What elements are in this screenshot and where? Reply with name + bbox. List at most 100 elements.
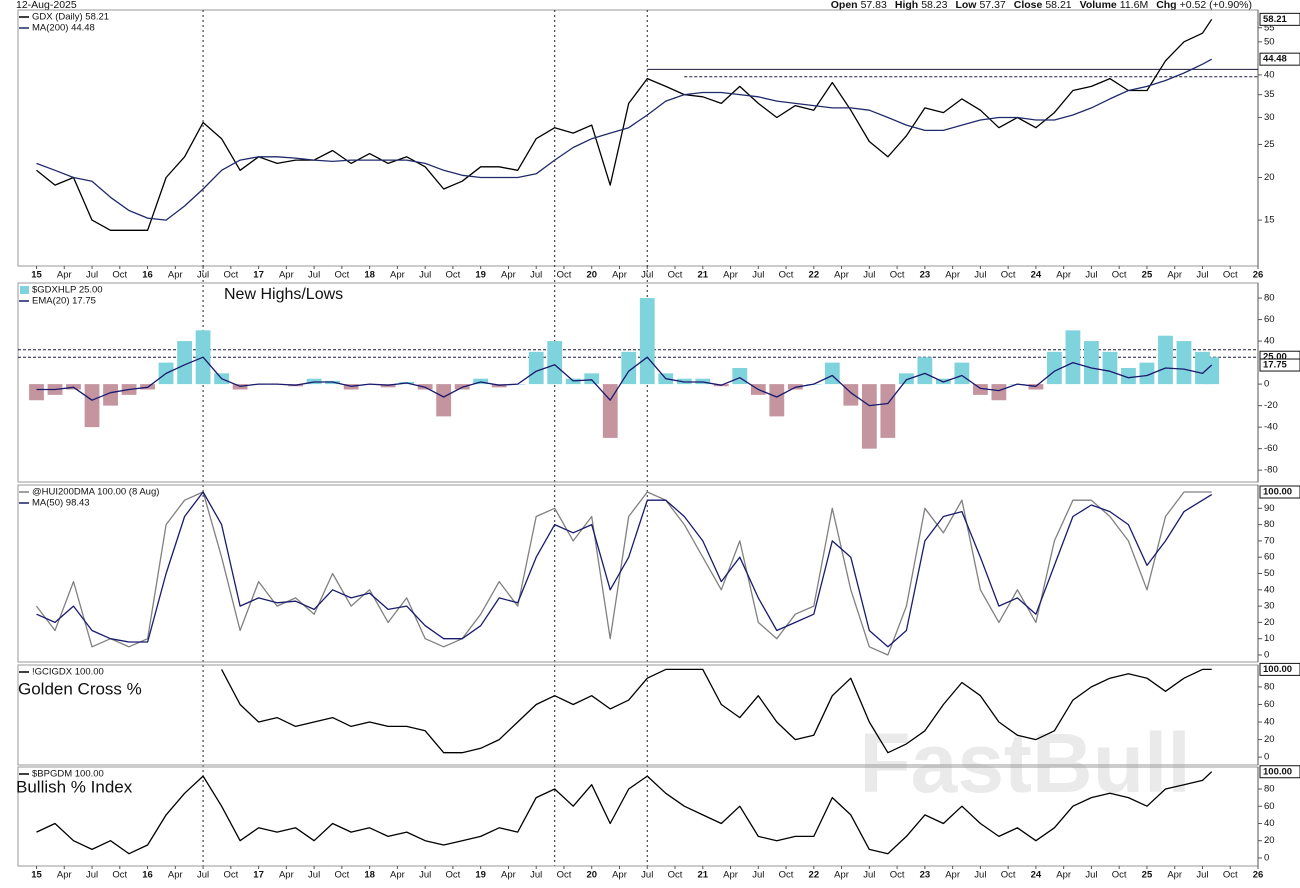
x-tick-label: Jul <box>419 270 431 281</box>
x-tick-label: Apr <box>57 270 72 281</box>
y-tick-label: 15 <box>1264 215 1275 226</box>
x-tick-label: Oct <box>557 870 572 881</box>
x-tick-label: 19 <box>475 270 486 281</box>
x-tick-label: 16 <box>142 270 153 281</box>
legend-label: $BPGDM 100.00 <box>32 769 104 780</box>
bar <box>1102 351 1118 385</box>
x-tick-label: Oct <box>446 270 461 281</box>
end-label-box <box>1259 358 1300 372</box>
x-tick-label: 18 <box>364 270 375 281</box>
x-tick-label: Oct <box>668 870 683 881</box>
x-tick-label: Oct <box>112 870 127 881</box>
y-tick-label: 25 <box>1264 139 1275 150</box>
bar <box>1121 367 1136 385</box>
x-tick-label: 20 <box>586 270 597 281</box>
series-line <box>35 491 1212 656</box>
x-tick-label: Apr <box>57 870 72 881</box>
legend-label: EMA(20) 17.75 <box>32 296 96 307</box>
y-tick-label: 40 <box>1264 336 1275 347</box>
x-tick-label: Jul <box>752 870 764 881</box>
bar <box>861 384 877 449</box>
y-tick-label: 20 <box>1264 172 1275 183</box>
x-tick-label: Apr <box>390 270 405 281</box>
x-tick-label: Oct <box>890 270 905 281</box>
end-label-box <box>1259 12 1300 26</box>
y-tick-label: 60 <box>1264 801 1275 812</box>
bar <box>528 351 544 385</box>
x-tick-label: Jul <box>1196 870 1208 881</box>
x-tick-label: Apr <box>1167 870 1182 881</box>
x-tick-label: Jul <box>86 870 98 881</box>
y-tick-label: 80 <box>1264 681 1275 692</box>
x-tick-label: Apr <box>945 270 960 281</box>
x-tick-label: Jul <box>863 270 875 281</box>
end-label-box <box>1259 765 1300 779</box>
x-tick-label: Apr <box>501 270 516 281</box>
bar <box>547 341 563 385</box>
header-field-label: Chg <box>1156 0 1176 11</box>
x-tick-label: Oct <box>779 870 794 881</box>
y-tick-label: 60 <box>1264 699 1275 710</box>
y-tick-label: 30 <box>1264 601 1275 612</box>
end-label: 58.21 <box>1263 14 1287 25</box>
y-tick-label: 40 <box>1264 584 1275 595</box>
y-tick-label: 60 <box>1264 314 1275 325</box>
bar <box>991 384 1007 401</box>
x-tick-label: Oct <box>779 270 794 281</box>
bar <box>84 384 100 428</box>
x-tick-label: 21 <box>697 270 708 281</box>
y-tick-label: -60 <box>1264 443 1278 454</box>
x-tick-label: Oct <box>557 270 572 281</box>
end-label: 100.00 <box>1263 487 1292 498</box>
bar <box>1139 362 1155 385</box>
y-tick-label: 0 <box>1264 379 1269 390</box>
x-tick-label: 18 <box>364 870 375 881</box>
x-tick-label: 25 <box>1142 270 1153 281</box>
y-tick-label: 80 <box>1264 519 1275 530</box>
x-tick-label: 24 <box>1031 870 1042 881</box>
bar <box>436 384 452 417</box>
x-tick-label: Apr <box>1056 270 1071 281</box>
y-tick-label: 0 <box>1264 852 1269 863</box>
x-tick-label: Apr <box>1056 870 1071 881</box>
x-tick-label: Apr <box>834 270 849 281</box>
y-tick-label: 20 <box>1264 617 1275 628</box>
bar <box>898 373 914 385</box>
x-tick-label: Apr <box>612 870 627 881</box>
bar <box>1084 341 1099 385</box>
bar <box>1065 330 1081 385</box>
bar <box>177 341 192 385</box>
end-label-box <box>1259 662 1300 676</box>
y-tick-label: 0 <box>1264 650 1269 661</box>
header-date: 12-Aug-2025 <box>16 0 77 11</box>
x-tick-label: Jul <box>308 270 320 281</box>
x-tick-label: 20 <box>586 870 597 881</box>
x-tick-label: Jul <box>530 870 542 881</box>
header-field-label: Open <box>831 0 858 11</box>
x-tick-label: Oct <box>1223 870 1238 881</box>
x-tick-label: Jul <box>641 870 653 881</box>
x-tick-label: Apr <box>1167 270 1182 281</box>
x-tick-label: 24 <box>1031 270 1042 281</box>
legend-label: !GCIGDX 100.00 <box>32 667 104 678</box>
legend-label: MA(50) 98.43 <box>32 498 90 509</box>
x-tick-label: Apr <box>834 870 849 881</box>
series-line <box>36 356 1213 407</box>
series-line <box>36 58 1213 221</box>
x-tick-label: 21 <box>697 870 708 881</box>
legend-label: @HUI200DMA 100.00 (8 Aug) <box>32 487 159 498</box>
end-label: 100.00 <box>1263 766 1292 777</box>
end-label: 44.48 <box>1263 54 1287 65</box>
x-tick-label: 15 <box>31 870 42 881</box>
header-field-value: 57.37 <box>979 0 1005 11</box>
x-tick-label: Oct <box>1112 270 1127 281</box>
x-tick-label: Oct <box>334 870 349 881</box>
y-tick-label: 40 <box>1264 717 1275 728</box>
x-tick-label: Jul <box>974 870 986 881</box>
x-tick-label: Oct <box>334 270 349 281</box>
bar <box>1204 357 1220 385</box>
x-tick-label: Jul <box>1196 270 1208 281</box>
y-tick-label: 0 <box>1264 752 1269 763</box>
